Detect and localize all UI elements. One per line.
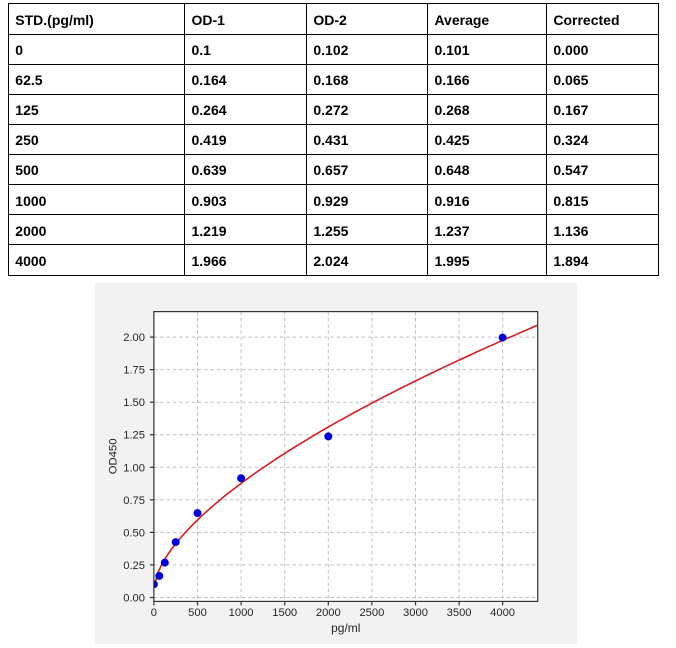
svg-text:pg/ml: pg/ml: [331, 621, 360, 635]
svg-text:0: 0: [151, 607, 157, 619]
svg-text:1.75: 1.75: [123, 365, 145, 377]
svg-text:1000: 1000: [229, 607, 254, 619]
svg-text:4000: 4000: [490, 607, 515, 619]
svg-text:3000: 3000: [403, 607, 428, 619]
svg-text:500: 500: [188, 607, 207, 619]
svg-text:2500: 2500: [359, 607, 384, 619]
svg-text:0.50: 0.50: [123, 527, 145, 539]
svg-text:1.50: 1.50: [123, 397, 145, 409]
svg-text:1.25: 1.25: [123, 430, 145, 442]
svg-text:0.00: 0.00: [123, 593, 145, 605]
svg-text:0.75: 0.75: [123, 495, 145, 507]
svg-text:2.00: 2.00: [123, 332, 145, 344]
svg-text:2000: 2000: [316, 607, 341, 619]
svg-text:0.25: 0.25: [123, 560, 145, 572]
svg-text:1.00: 1.00: [123, 462, 145, 474]
svg-text:OD450: OD450: [107, 439, 119, 475]
svg-text:1500: 1500: [272, 607, 297, 619]
svg-text:3500: 3500: [447, 607, 472, 619]
